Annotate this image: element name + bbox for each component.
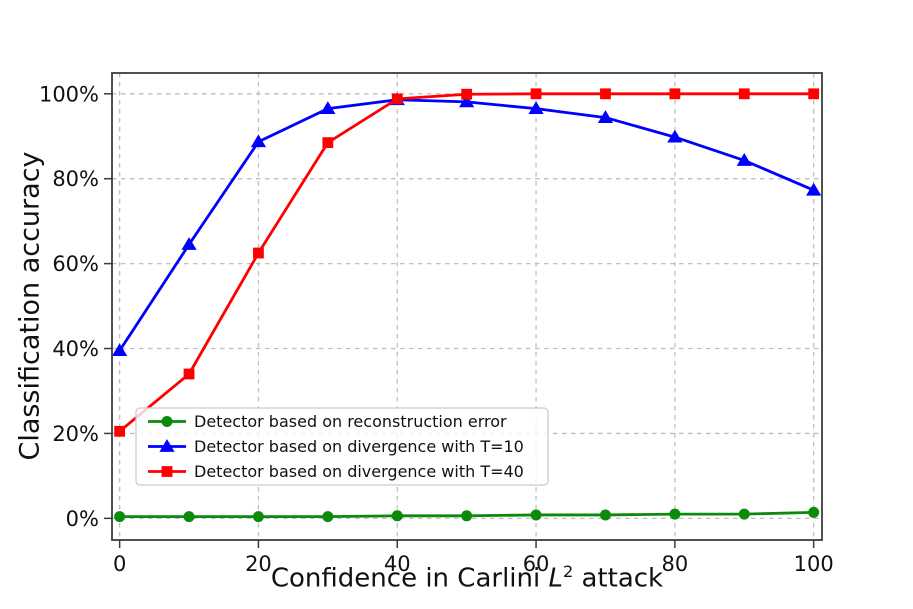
series-divergence-t40: [114, 88, 820, 437]
x-tick-label: 0: [113, 552, 126, 576]
legend: Detector based on reconstruction error De…: [135, 407, 549, 486]
y-tick-label: 60%: [52, 252, 99, 276]
legend-label: Detector based on reconstruction error: [194, 412, 507, 431]
x-tick-label: 60: [523, 552, 550, 576]
xlabel-math-variable: L: [548, 563, 563, 594]
plot-border: [111, 72, 823, 541]
y-tick-label: 80%: [52, 167, 99, 191]
y-tick-label: 20%: [52, 422, 99, 446]
y-axis-label: Classification accuracy: [14, 151, 46, 461]
legend-item-reconstruction-error: Detector based on reconstruction error: [148, 412, 507, 431]
y-tick-label: 0%: [66, 507, 99, 531]
axis-ticks: 0 20 40 60 80 100 0% 20% 40% 60% 80% 100%: [39, 82, 834, 576]
x-axis-label: Confidence in Carlini L2 attack: [112, 562, 822, 594]
xlabel-exponent: 2: [562, 562, 574, 581]
y-tick-label: 40%: [52, 337, 99, 361]
xlabel-text-prefix: Confidence in Carlini: [270, 563, 549, 594]
legend-label: Detector based on divergence with T=10: [194, 437, 524, 456]
legend-label: Detector based on divergence with T=40: [194, 462, 524, 481]
xlabel-text-suffix: attack: [573, 563, 664, 594]
series-divergence-t10: [112, 92, 822, 357]
x-tick-label: 100: [794, 552, 834, 576]
legend-item-divergence-t40: Detector based on divergence with T=40: [148, 462, 524, 481]
x-tick-label: 80: [661, 552, 688, 576]
x-tick-label: 40: [384, 552, 411, 576]
x-tick-label: 20: [245, 552, 272, 576]
y-tick-label: 100%: [39, 82, 99, 106]
legend-box: [135, 407, 549, 486]
legend-item-divergence-t10: Detector based on divergence with T=10: [148, 437, 524, 456]
series-reconstruction-error: [114, 506, 820, 523]
